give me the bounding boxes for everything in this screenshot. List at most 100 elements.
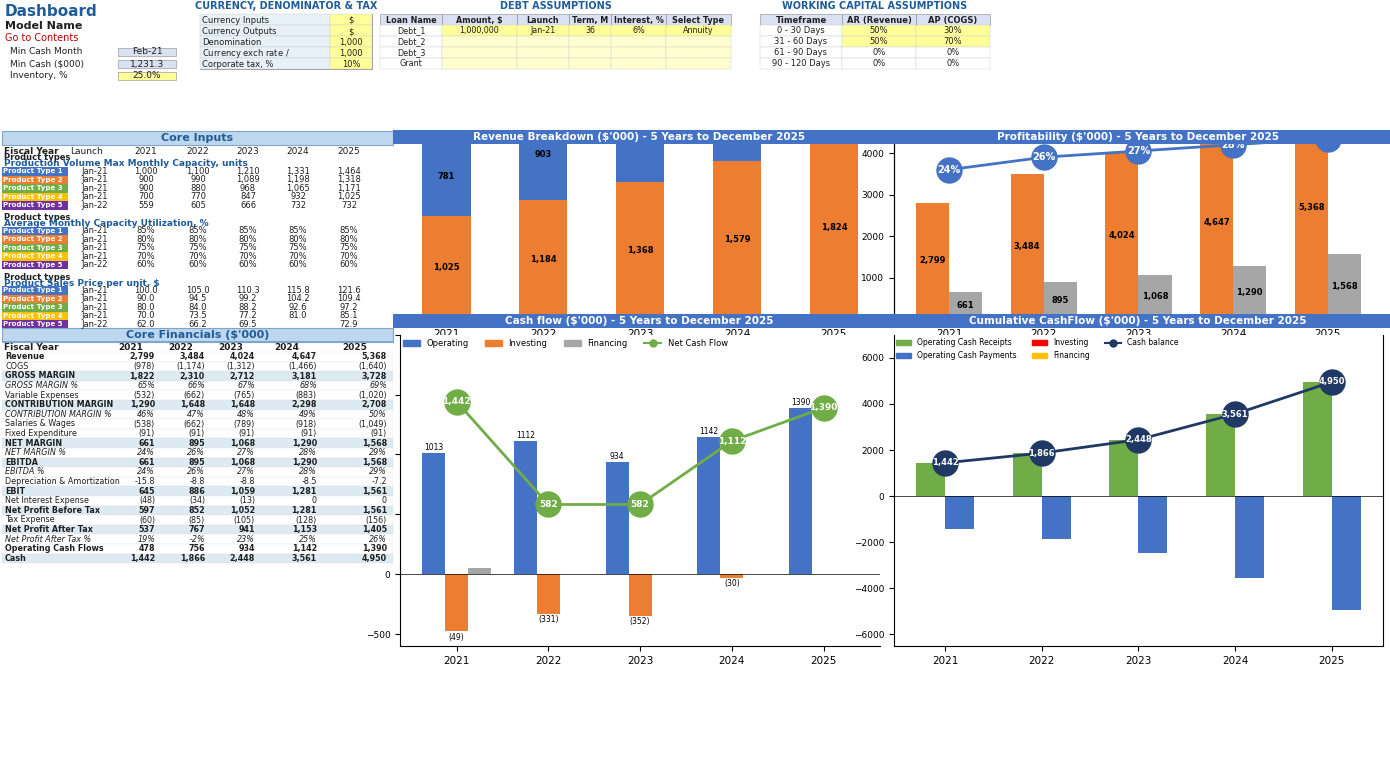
Text: 50%: 50%	[370, 410, 386, 419]
FancyBboxPatch shape	[612, 47, 666, 58]
Text: (978): (978)	[133, 362, 156, 371]
FancyBboxPatch shape	[1, 131, 393, 145]
Text: 932: 932	[291, 193, 306, 201]
Bar	[423, 138, 471, 216]
FancyBboxPatch shape	[916, 25, 990, 36]
Text: 60%: 60%	[136, 260, 156, 269]
Text: 756: 756	[189, 544, 204, 554]
Text: 1,442: 1,442	[129, 554, 156, 563]
Text: 70%: 70%	[239, 252, 257, 261]
Text: 1,290: 1,290	[1236, 288, 1264, 297]
Text: Product Type 2: Product Type 2	[3, 296, 63, 301]
Bar	[1207, 414, 1236, 496]
Bar	[809, 136, 858, 319]
Text: 65%: 65%	[138, 381, 156, 390]
FancyBboxPatch shape	[612, 36, 666, 47]
FancyBboxPatch shape	[118, 48, 177, 56]
Text: 1,112: 1,112	[717, 437, 746, 446]
Text: 1,561: 1,561	[361, 506, 386, 515]
Text: 24%: 24%	[138, 449, 156, 457]
Text: 1,043: 1,043	[627, 124, 653, 134]
Bar	[423, 80, 471, 138]
Text: Interest, %: Interest, %	[613, 16, 663, 25]
Text: Product types: Product types	[4, 153, 71, 163]
Text: Product Type 5: Product Type 5	[3, 262, 63, 268]
Text: 68%: 68%	[299, 381, 317, 390]
Text: 852: 852	[188, 506, 204, 515]
Text: 48%: 48%	[238, 410, 254, 419]
Text: 80%: 80%	[289, 235, 307, 244]
Text: 895: 895	[189, 458, 204, 467]
EBITDA %	[1130, 146, 1147, 156]
Text: AR (Revenue): AR (Revenue)	[847, 16, 912, 25]
Text: Go to Contents: Go to Contents	[6, 33, 78, 43]
FancyBboxPatch shape	[1, 457, 393, 467]
FancyBboxPatch shape	[1, 320, 68, 329]
Text: 75%: 75%	[189, 244, 207, 252]
Text: 582: 582	[539, 500, 557, 509]
Text: 1,318: 1,318	[336, 175, 361, 184]
Text: 1,052: 1,052	[229, 506, 254, 515]
Text: 537: 537	[139, 525, 156, 534]
Text: 1,568: 1,568	[1332, 282, 1358, 291]
Text: NET MARGIN: NET MARGIN	[6, 438, 63, 448]
Text: 60%: 60%	[289, 260, 307, 269]
Text: Dashboard: Dashboard	[6, 5, 97, 20]
FancyBboxPatch shape	[1, 261, 68, 269]
Bar	[1109, 440, 1138, 496]
Text: 1,025: 1,025	[338, 193, 361, 201]
Text: (918): (918)	[296, 420, 317, 428]
Text: Currency exch rate $ / $: Currency exch rate $ / $	[202, 47, 291, 60]
Text: 1,153: 1,153	[292, 525, 317, 534]
Text: 1,198: 1,198	[286, 175, 310, 184]
Text: 85%: 85%	[136, 226, 156, 235]
Text: 1,866: 1,866	[179, 554, 204, 563]
Text: Fiscal Year: Fiscal Year	[4, 344, 58, 352]
FancyBboxPatch shape	[569, 58, 612, 69]
FancyBboxPatch shape	[200, 58, 329, 69]
Text: 5,368: 5,368	[361, 352, 386, 361]
Text: 60%: 60%	[339, 260, 359, 269]
Text: Jan-21: Jan-21	[82, 286, 108, 294]
FancyBboxPatch shape	[393, 130, 885, 144]
Bar	[445, 574, 468, 631]
Text: Jan-21: Jan-21	[531, 26, 556, 35]
Text: CONTRIBUTION MARGIN: CONTRIBUTION MARGIN	[6, 400, 113, 410]
Text: 1,059: 1,059	[229, 487, 254, 496]
FancyBboxPatch shape	[329, 47, 373, 58]
FancyBboxPatch shape	[612, 14, 666, 25]
Text: 70.0: 70.0	[136, 312, 156, 320]
FancyBboxPatch shape	[916, 47, 990, 58]
Text: 1,561: 1,561	[361, 487, 386, 496]
Text: (91): (91)	[300, 429, 317, 438]
Text: Variable Expenses: Variable Expenses	[6, 391, 78, 399]
Text: 895: 895	[1052, 296, 1069, 305]
Text: AP (COGS): AP (COGS)	[929, 16, 977, 25]
Text: 81.0: 81.0	[289, 312, 307, 320]
Text: 0%: 0%	[873, 48, 885, 57]
Text: 1,142: 1,142	[292, 544, 317, 554]
Text: 24%: 24%	[138, 467, 156, 477]
Text: 99.2: 99.2	[239, 294, 257, 303]
Text: 25.0%: 25.0%	[132, 71, 161, 81]
Bar	[616, 77, 664, 182]
Text: 26%: 26%	[370, 535, 386, 543]
FancyBboxPatch shape	[1, 235, 68, 244]
Text: 770: 770	[190, 193, 206, 201]
Text: Net Profit Before Tax: Net Profit Before Tax	[6, 506, 100, 515]
Text: Debt_3: Debt_3	[396, 48, 425, 57]
Text: $: $	[349, 16, 353, 25]
Bar	[713, 0, 762, 40]
Text: 781: 781	[438, 172, 455, 182]
Text: Product Type 4: Product Type 4	[3, 193, 63, 200]
Text: Product Type 2: Product Type 2	[3, 177, 63, 182]
Text: 1390: 1390	[791, 398, 810, 406]
Bar	[468, 568, 491, 574]
Text: Product Type 5: Product Type 5	[3, 202, 63, 208]
Bar	[423, 216, 471, 319]
Text: Core Financials ($'000): Core Financials ($'000)	[126, 330, 270, 340]
Cash balance	[1130, 435, 1147, 445]
Text: 1,568: 1,568	[361, 458, 386, 467]
Text: (34): (34)	[189, 496, 204, 505]
FancyBboxPatch shape	[1, 381, 393, 391]
